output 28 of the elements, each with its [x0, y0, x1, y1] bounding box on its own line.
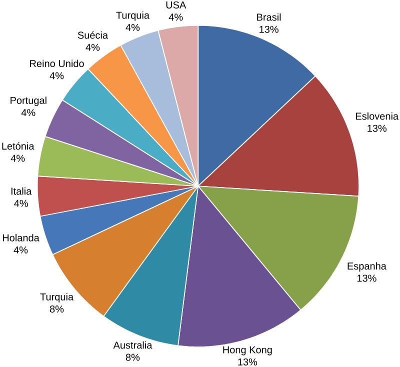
- data-label: 4%: [50, 72, 64, 80]
- data-label: 13%: [368, 124, 387, 132]
- data-label: 4%: [14, 246, 28, 254]
- data-label: 4%: [126, 24, 140, 31]
- data-label: 4%: [14, 200, 28, 207]
- slice-label: Reino Unido: [30, 60, 84, 68]
- slice-label: Hong Kong: [223, 346, 272, 356]
- slice-label: Eslovenia: [356, 112, 399, 120]
- slice-label: USA: [166, 1, 186, 9]
- slice-label: Australia: [113, 341, 152, 349]
- data-label: 4%: [168, 14, 183, 21]
- slice-label: Turquia: [116, 11, 150, 21]
- data-label: 13%: [238, 358, 258, 366]
- data-label: 4%: [86, 44, 100, 51]
- slice-label: Espanha: [348, 262, 386, 272]
- data-label: 13%: [357, 274, 376, 282]
- data-label: 8%: [50, 306, 64, 313]
- data-label: 8%: [126, 354, 140, 361]
- slice-label: Suécia: [78, 31, 108, 39]
- slice-label: Turquia: [40, 293, 74, 302]
- slice-label: Brasil: [257, 13, 281, 21]
- slice-label: Italia: [11, 187, 32, 195]
- slice-label: Portugal: [10, 96, 46, 106]
- slice-label: Holanda: [2, 234, 40, 242]
- slice-label: Letónia: [2, 142, 34, 150]
- data-label: 13%: [260, 26, 278, 33]
- data-label: 4%: [10, 154, 25, 162]
- data-label: 4%: [21, 109, 36, 116]
